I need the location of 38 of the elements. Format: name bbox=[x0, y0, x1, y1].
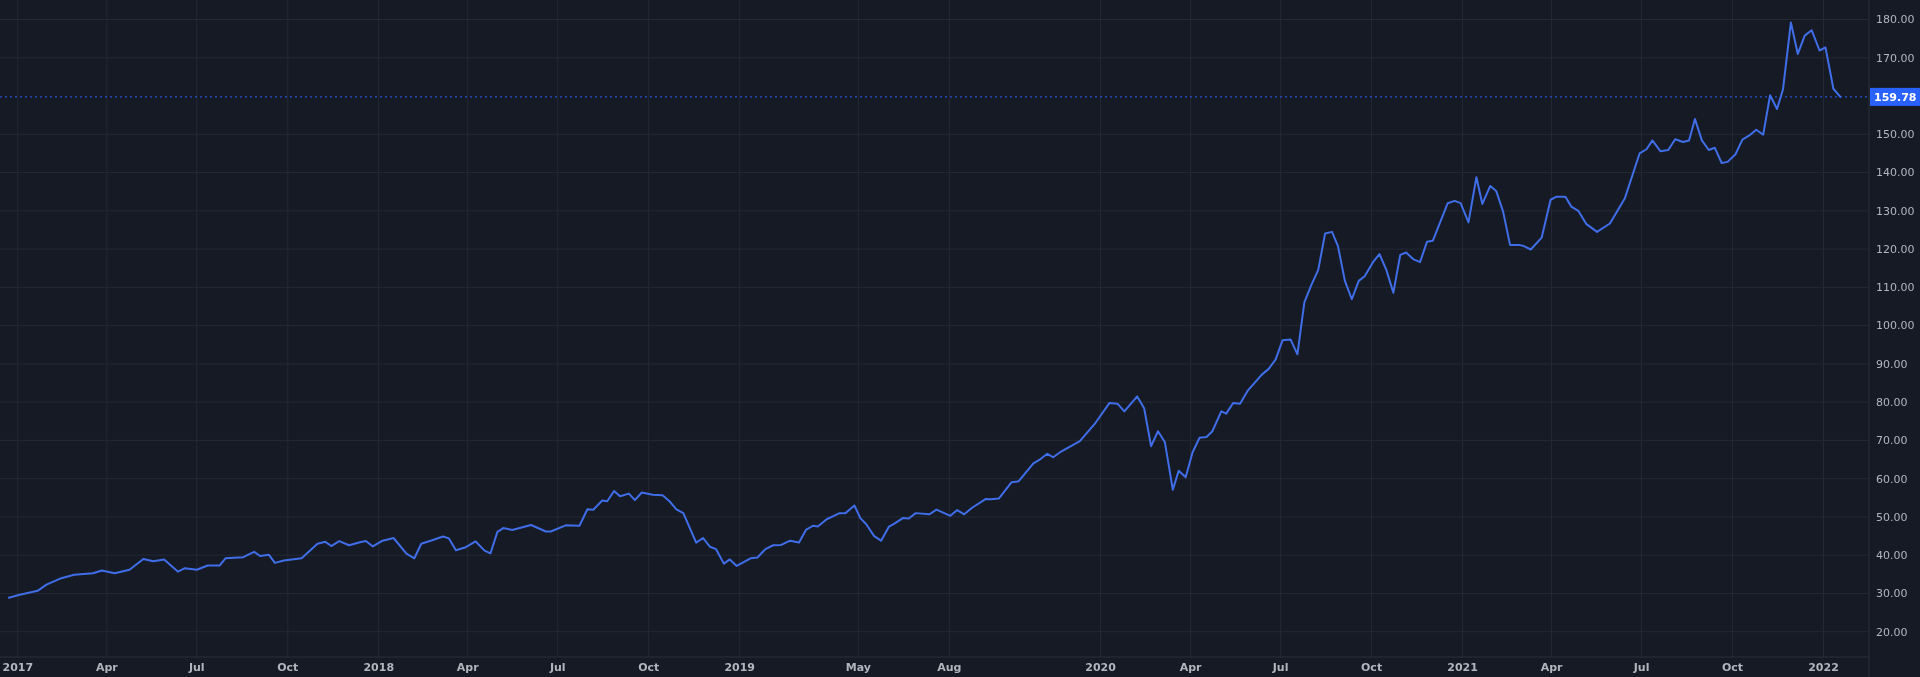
x-tick-label: 2018 bbox=[363, 661, 395, 674]
x-tick-label: 2020 bbox=[1085, 661, 1117, 674]
x-tick-label: Jul bbox=[187, 661, 205, 674]
x-tick-label: Jul bbox=[548, 661, 566, 674]
y-tick-label: 100.00 bbox=[1876, 319, 1915, 333]
x-tick-label: 2021 bbox=[1447, 661, 1478, 674]
x-tick-label: 2019 bbox=[724, 661, 755, 674]
y-tick-label: 180.00 bbox=[1876, 13, 1915, 27]
ref-line-label: 159.78 bbox=[1874, 90, 1917, 104]
y-tick-label: 90.00 bbox=[1876, 357, 1908, 371]
x-tick-label: Oct bbox=[638, 661, 660, 674]
x-tick-label: 2022 bbox=[1808, 661, 1839, 674]
x-tick-label: Apr bbox=[95, 661, 119, 674]
x-tick-label: Jul bbox=[1632, 661, 1650, 674]
y-tick-label: 30.00 bbox=[1876, 587, 1908, 601]
x-tick-label: Oct bbox=[277, 661, 299, 674]
x-tick-label: Oct bbox=[1721, 661, 1744, 674]
line-series bbox=[7, 21, 1842, 599]
y-tick-label: 20.00 bbox=[1876, 625, 1908, 639]
x-tick-label: Apr bbox=[1179, 661, 1203, 674]
x-tick-label: Apr bbox=[456, 661, 480, 674]
y-tick-label: 170.00 bbox=[1876, 51, 1915, 65]
x-tick-label: May bbox=[845, 661, 871, 674]
x-tick-label: Apr bbox=[1540, 661, 1564, 674]
y-tick-label: 70.00 bbox=[1876, 434, 1908, 448]
x-tick-label: Jul bbox=[1271, 661, 1289, 674]
y-tick-label: 130.00 bbox=[1876, 204, 1915, 218]
y-tick-label: 60.00 bbox=[1876, 472, 1908, 486]
y-tick-label: 110.00 bbox=[1876, 281, 1915, 295]
y-tick-label: 120.00 bbox=[1876, 242, 1915, 256]
x-tick-label: Aug bbox=[937, 661, 962, 674]
y-tick-label: 80.00 bbox=[1876, 396, 1908, 410]
y-tick-label: 50.00 bbox=[1876, 510, 1908, 524]
y-tick-label: 40.00 bbox=[1876, 549, 1908, 563]
x-tick-label: Oct bbox=[1361, 661, 1383, 674]
y-tick-label: 140.00 bbox=[1876, 166, 1915, 180]
y-tick-label: 150.00 bbox=[1876, 128, 1915, 142]
x-tick-label: 2017 bbox=[2, 661, 34, 674]
